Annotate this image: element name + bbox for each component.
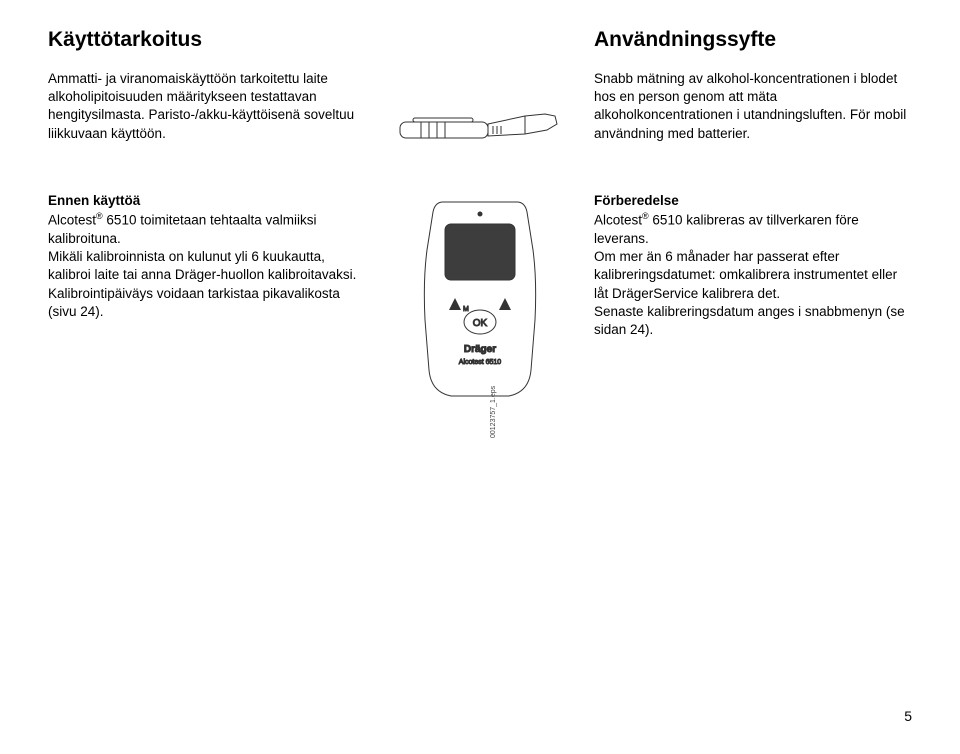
heading-left: Käyttötarkoitus	[48, 28, 366, 52]
bottom-right-column: Förberedelse Alcotest® 6510 kalibreras a…	[594, 192, 912, 400]
device-icon: M OK Dräger Alcotest 6510	[415, 200, 545, 400]
page-number: 5	[904, 708, 912, 724]
top-left-column: Käyttötarkoitus Ammatti- ja viranomaiskä…	[48, 28, 366, 156]
subheading-right: Förberedelse	[594, 193, 679, 208]
heading-right: Användningssyfte	[594, 28, 912, 52]
mouthpiece-icon	[395, 86, 565, 156]
model-label: Alcotest 6510	[459, 359, 502, 366]
bottom-left-column: Ennen käyttöä Alcotest® 6510 toimitetaan…	[48, 192, 366, 400]
paragraph-bottom-left: Alcotest® 6510 toimitetaan tehtaalta val…	[48, 210, 366, 321]
ok-button-label: OK	[473, 318, 488, 329]
paragraph-left: Ammatti- ja viranomaiskäyttöön tarkoitet…	[48, 70, 366, 143]
top-right-column: Användningssyfte Snabb mätning av alkoho…	[594, 28, 912, 156]
brand-label: Dräger	[464, 344, 496, 355]
svg-text:M: M	[463, 306, 469, 313]
subheading-left: Ennen käyttöä	[48, 193, 140, 208]
paragraph-right: Snabb mätning av alkohol-koncentrationen…	[594, 70, 912, 143]
paragraph-bottom-right: Alcotest® 6510 kalibreras av tillverkare…	[594, 210, 912, 339]
eps-filename: 00123757_1.eps	[490, 386, 497, 438]
device-illustration-body: M OK Dräger Alcotest 6510	[390, 192, 570, 400]
device-illustration-top	[390, 28, 570, 156]
